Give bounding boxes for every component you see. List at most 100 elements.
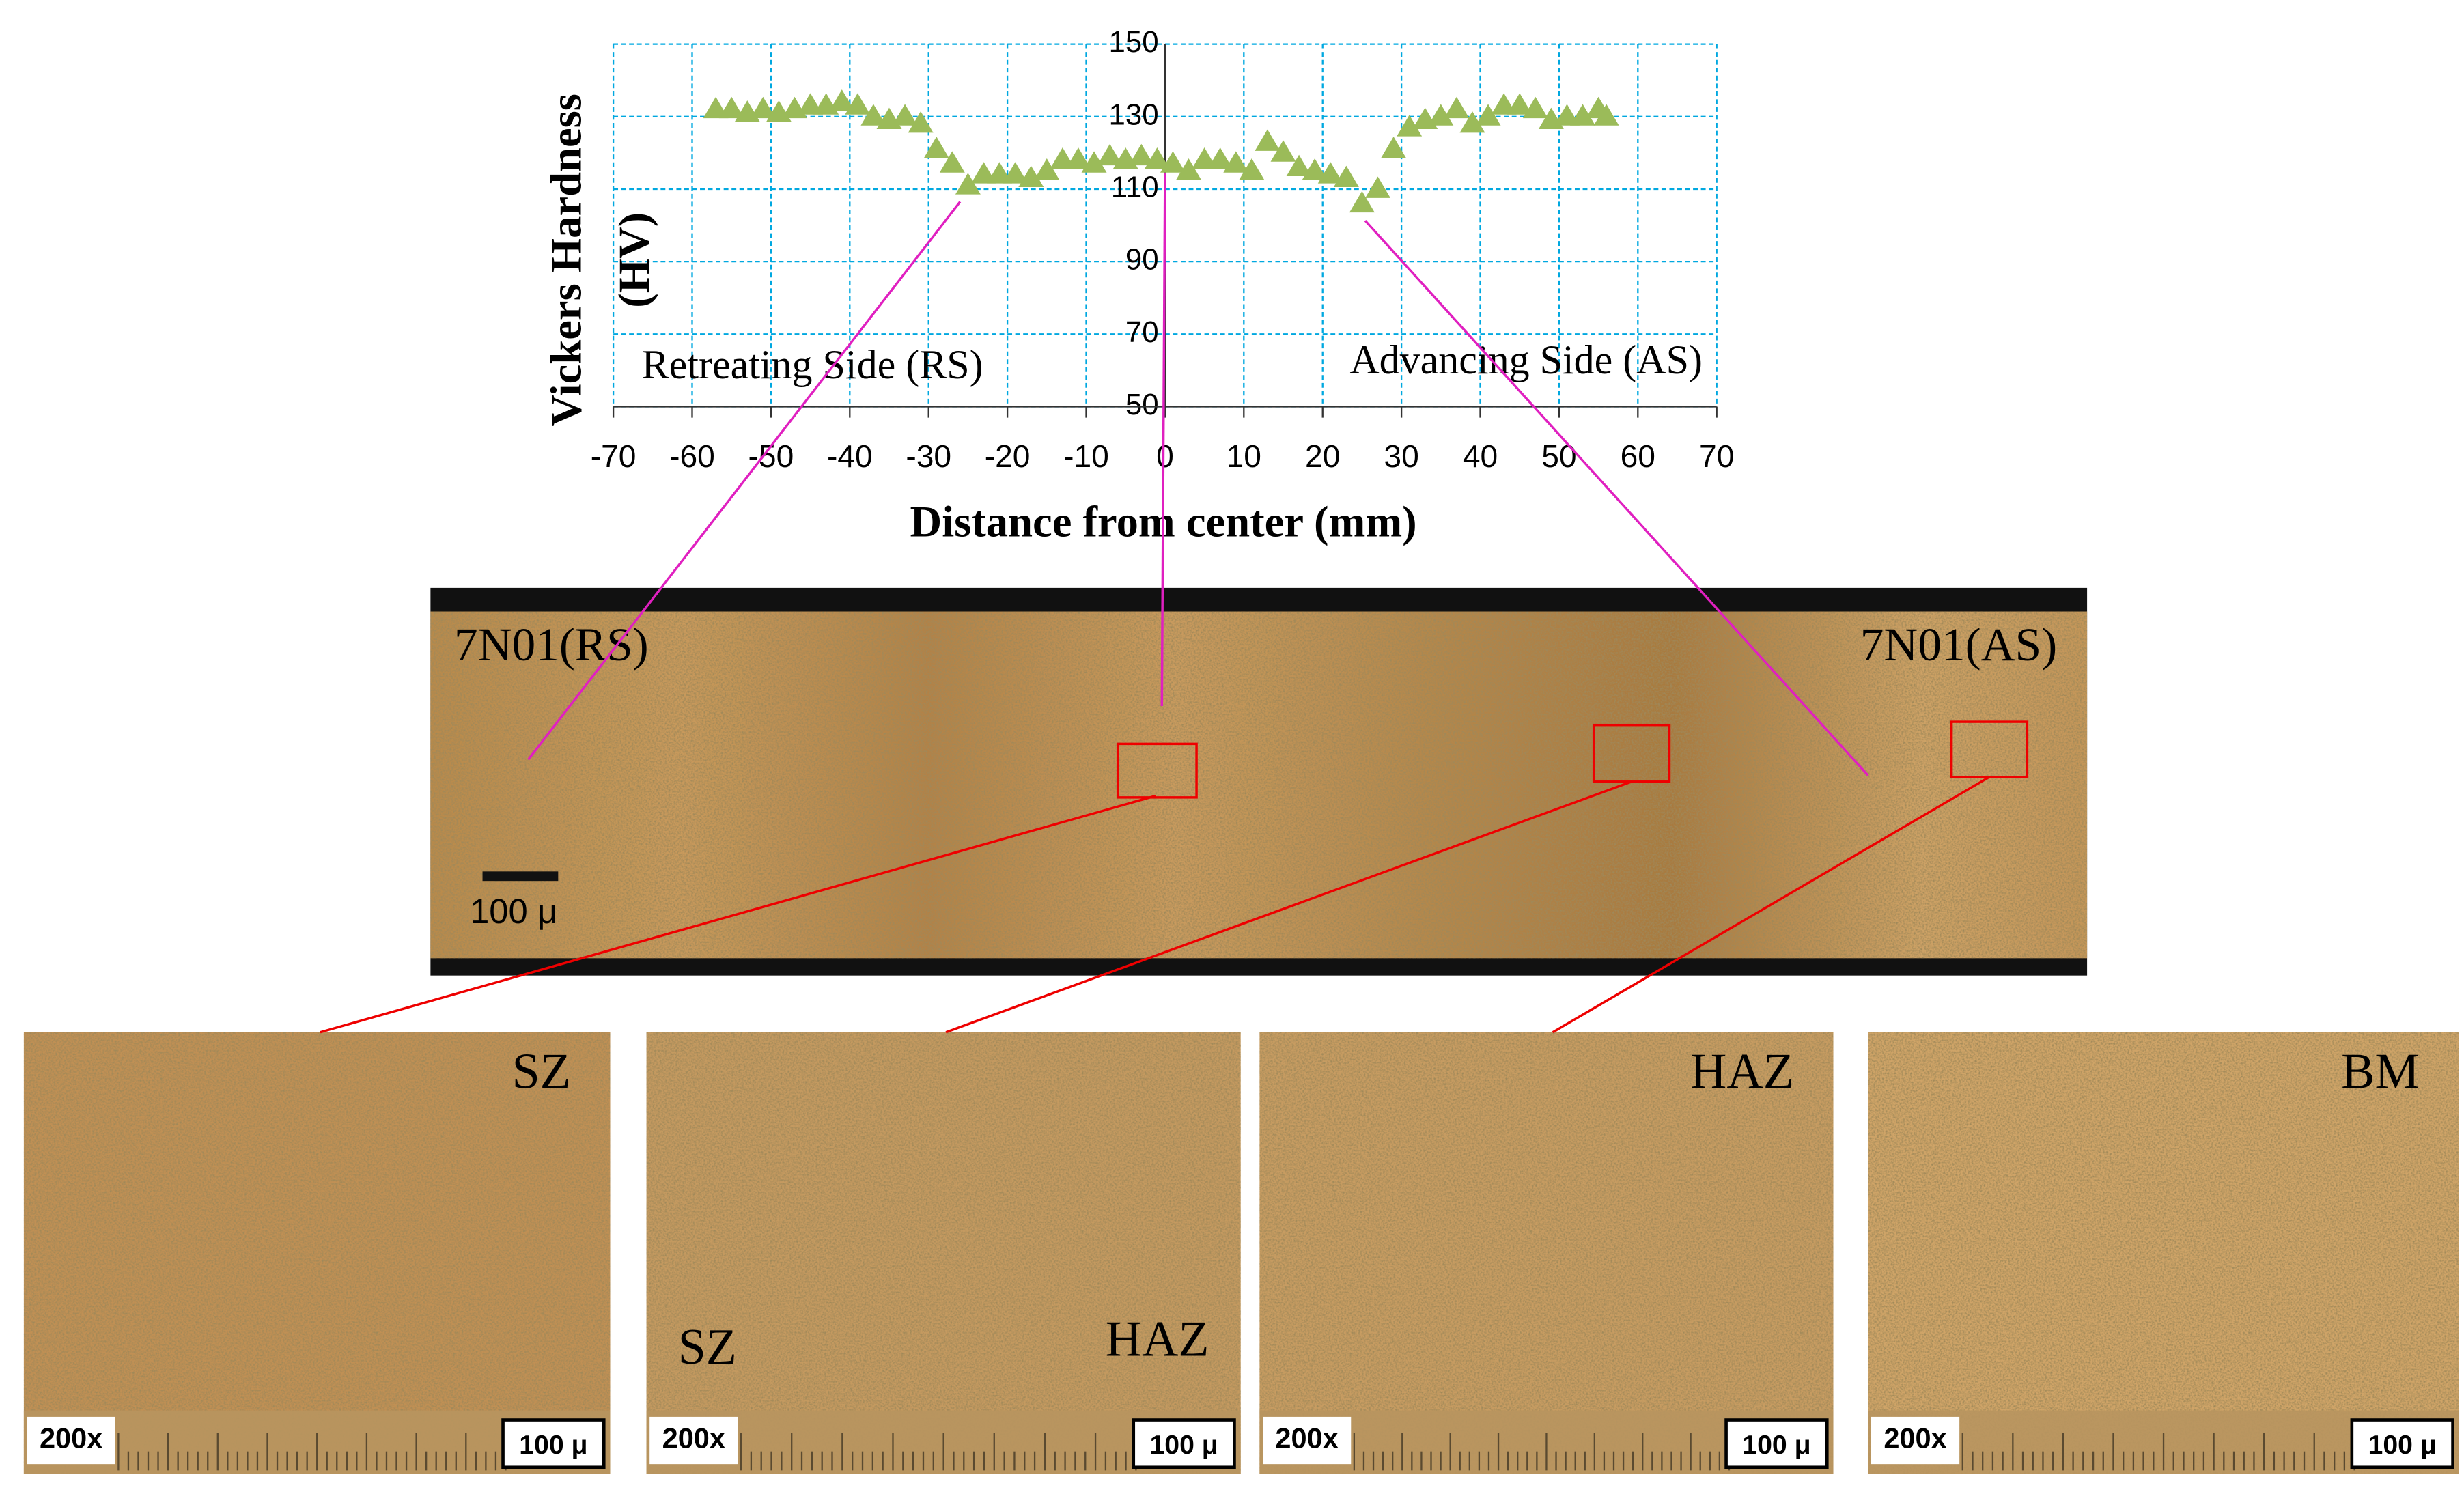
data-point	[1270, 140, 1296, 162]
data-point	[1570, 104, 1595, 126]
data-point	[829, 89, 855, 111]
data-point	[718, 96, 744, 119]
data-point	[1428, 104, 1454, 126]
x-tick-label: -40	[827, 438, 873, 474]
region-label: SZ	[678, 1319, 737, 1375]
data-point	[1333, 165, 1359, 187]
panel-image	[23, 1032, 611, 1474]
data-point	[1444, 96, 1470, 119]
x-tick-label: 10	[1227, 438, 1261, 474]
magnification-box	[1263, 1416, 1352, 1465]
data-point	[750, 96, 776, 119]
scale-box	[1132, 1418, 1236, 1469]
data-point	[971, 162, 996, 184]
link-line	[527, 201, 962, 761]
scale-box	[501, 1418, 606, 1469]
data-point	[955, 173, 981, 195]
x-tick-label: -60	[669, 438, 715, 474]
x-tick-label: -70	[591, 438, 636, 474]
data-point	[1255, 129, 1280, 151]
scale-bar-label: 100 μ	[470, 892, 557, 931]
annotation: Advancing Side (AS)	[1349, 337, 1703, 382]
region-label: HAZ	[1106, 1311, 1209, 1367]
data-point	[1365, 176, 1390, 198]
data-point	[1349, 191, 1375, 213]
region-label: SZ	[512, 1043, 571, 1099]
data-point	[703, 96, 729, 119]
panels: 200x 100 μ SZ 200x 100 μ SZ HAZ 200x 100 μ HAZ 200…	[23, 1032, 2459, 1474]
link-line	[1364, 219, 1869, 776]
data-point	[860, 104, 886, 126]
data-point	[1018, 165, 1044, 187]
data-point	[1239, 158, 1265, 180]
data-point	[1397, 115, 1423, 137]
arrow	[945, 780, 1632, 1034]
data-point	[1381, 137, 1407, 158]
data-point	[1003, 162, 1028, 184]
scale-label: 100 μ	[1742, 1430, 1810, 1460]
y-tick-label: 130	[1109, 98, 1159, 131]
micrograph-image	[430, 611, 2088, 959]
data-point	[1160, 151, 1186, 173]
magnification-label: 200x	[40, 1422, 102, 1454]
region-label: BM	[2341, 1043, 2420, 1099]
data-point	[1065, 147, 1091, 169]
data-point	[1459, 111, 1485, 133]
y-axis-label: (HV)	[609, 212, 659, 308]
y-axis-label: Vickers Hardness	[542, 94, 591, 427]
region-label: HAZ	[1690, 1043, 1794, 1099]
x-tick-label: 60	[1621, 438, 1655, 474]
x-tick-label: 50	[1541, 438, 1576, 474]
data-point	[1554, 104, 1580, 126]
micrograph-label: 7N01(AS)	[1860, 618, 2057, 671]
x-tick-label: -10	[1063, 438, 1109, 474]
magnification-label: 200x	[1275, 1422, 1338, 1454]
data-point	[1050, 147, 1076, 169]
panel-image	[646, 1032, 1241, 1474]
magnification-box	[649, 1416, 738, 1465]
data-point	[1176, 158, 1201, 180]
x-tick-label: -30	[906, 438, 951, 474]
micrograph: 7N01(RS) 7N01(AS) 100 μ	[430, 587, 2088, 976]
data-point	[923, 137, 949, 158]
scale-box	[1724, 1418, 1829, 1469]
data-point	[1144, 147, 1170, 169]
data-point	[1081, 151, 1107, 173]
data-point	[1223, 151, 1249, 173]
scale-bar	[482, 871, 559, 882]
data-point	[908, 111, 934, 133]
data-point	[1128, 143, 1154, 166]
y-tick-label: 90	[1125, 243, 1159, 277]
x-tick-label: 70	[1699, 438, 1734, 474]
x-tick-label: 0	[1156, 438, 1174, 474]
arrow	[320, 794, 1156, 1034]
y-tick-label: 70	[1125, 315, 1159, 349]
data-point	[1097, 143, 1123, 166]
arrow	[1552, 776, 1990, 1034]
magnification-box	[1871, 1416, 1960, 1465]
data-point	[1491, 93, 1517, 115]
scale-label: 100 μ	[1149, 1430, 1218, 1460]
panel-image	[1868, 1032, 2459, 1474]
micrograph-label: 7N01(RS)	[454, 618, 649, 671]
data-point	[845, 93, 871, 115]
data-point	[1522, 96, 1548, 119]
data-point	[1034, 158, 1060, 180]
data-point	[1593, 104, 1619, 126]
magnification-label: 200x	[662, 1422, 725, 1454]
data-point	[798, 93, 824, 115]
data-point	[1317, 162, 1343, 184]
data-point	[987, 162, 1013, 184]
panel-image	[1259, 1032, 1834, 1474]
data-point	[1192, 147, 1218, 169]
x-tick-label: 40	[1463, 438, 1498, 474]
scale-box	[2350, 1418, 2454, 1469]
y-tick-label: 150	[1109, 25, 1159, 59]
y-tick-label: 50	[1125, 388, 1159, 421]
x-tick-label: -20	[985, 438, 1031, 474]
annotation: Retreating Side (RS)	[642, 342, 983, 387]
data-point	[939, 151, 965, 173]
y-tick-label: 110	[1111, 171, 1159, 204]
